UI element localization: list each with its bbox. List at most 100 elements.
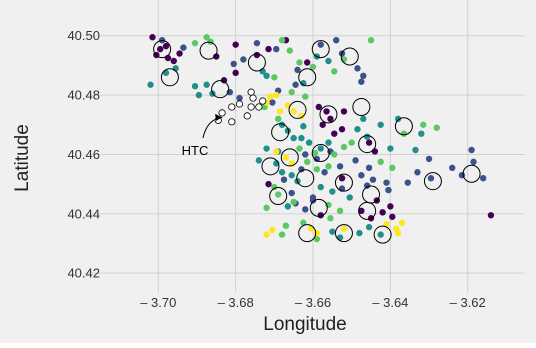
data-point <box>255 157 263 164</box>
data-point <box>317 145 324 152</box>
data-point <box>278 121 286 128</box>
data-point <box>317 212 324 219</box>
data-point <box>263 231 270 238</box>
data-point <box>313 155 321 163</box>
data-point <box>325 139 332 146</box>
data-point <box>267 93 274 100</box>
data-point <box>286 47 293 54</box>
htc-point <box>259 97 267 105</box>
data-point <box>398 219 406 226</box>
data-point <box>278 231 286 238</box>
data-point <box>288 88 295 96</box>
data-point <box>340 143 348 151</box>
x-tick-labels: – 3.70 – 3.68 – 3.66 – 3.64 – 3.62 <box>140 295 486 310</box>
data-point <box>336 207 344 215</box>
data-point <box>313 166 321 173</box>
htc-points <box>214 88 267 126</box>
data-point <box>356 229 363 237</box>
x-tick-label: – 3.64 <box>372 295 408 310</box>
cluster-circle <box>373 225 392 244</box>
data-point <box>325 163 332 170</box>
data-point <box>269 99 276 106</box>
data-point <box>284 127 292 134</box>
cluster-circle <box>269 187 288 205</box>
data-point <box>176 50 183 57</box>
y-tick-label: 40.44 <box>67 206 100 221</box>
data-point <box>470 158 477 166</box>
data-point <box>253 39 261 47</box>
data-point <box>331 151 338 158</box>
data-point <box>303 59 311 66</box>
data-point <box>203 81 210 88</box>
cluster-circle <box>352 97 371 116</box>
data-point <box>325 57 332 65</box>
data-point <box>307 225 315 232</box>
data-point <box>377 158 384 166</box>
data-point <box>273 91 280 99</box>
data-point <box>327 115 334 123</box>
data-point <box>271 183 278 191</box>
data-point <box>236 94 243 102</box>
data-point <box>321 169 328 176</box>
cluster-circle <box>358 135 377 154</box>
data-point <box>232 41 239 48</box>
data-point <box>412 146 419 154</box>
data-point <box>354 126 361 133</box>
htc-point <box>228 118 236 126</box>
data-point <box>288 189 295 197</box>
data-point <box>263 145 270 152</box>
data-point <box>191 39 199 47</box>
data-point <box>162 69 170 77</box>
data-point <box>468 146 475 154</box>
data-point <box>309 194 317 201</box>
y-tick-labels: 40.42 40.44 40.46 40.48 40.50 <box>67 28 100 280</box>
data-point <box>282 222 290 229</box>
data-point <box>418 130 425 137</box>
grid-lines <box>85 0 525 293</box>
data-point <box>253 51 261 59</box>
data-point <box>400 130 408 137</box>
data-point <box>213 53 220 60</box>
data-point <box>354 65 361 72</box>
data-point <box>290 198 297 206</box>
data-point <box>420 121 427 128</box>
data-point <box>311 149 319 157</box>
data-point <box>273 148 280 155</box>
x-tick-label: – 3.70 <box>140 295 176 310</box>
data-point <box>365 139 373 146</box>
htc-point <box>235 100 244 108</box>
data-point <box>358 78 365 85</box>
data-point <box>276 108 284 115</box>
data-point <box>363 182 371 189</box>
data-point <box>280 176 288 183</box>
data-point <box>278 36 286 44</box>
cluster-circle <box>280 148 299 167</box>
cluster-circle <box>462 164 481 183</box>
data-point <box>284 203 292 210</box>
cluster-circle <box>309 198 328 217</box>
data-point <box>232 69 239 77</box>
data-point <box>203 34 210 41</box>
y-tick-label: 40.42 <box>67 266 100 281</box>
data-point <box>180 44 187 51</box>
cluster-circle <box>288 100 307 119</box>
data-point <box>300 219 307 226</box>
cluster-circle <box>298 224 317 243</box>
data-point <box>369 176 377 183</box>
data-point <box>346 194 353 201</box>
data-point <box>338 126 346 133</box>
cluster-circle <box>211 80 230 99</box>
data-point <box>298 112 305 120</box>
data-point <box>383 179 390 186</box>
cluster-circle <box>271 123 290 142</box>
data-point <box>220 77 228 84</box>
data-point <box>305 139 313 146</box>
htc-point <box>228 103 236 111</box>
data-point <box>363 133 371 140</box>
data-point <box>329 188 336 195</box>
cluster-circle <box>311 40 330 59</box>
data-points <box>147 34 495 243</box>
data-point <box>147 81 154 88</box>
data-point <box>338 174 346 182</box>
data-point <box>387 145 394 152</box>
